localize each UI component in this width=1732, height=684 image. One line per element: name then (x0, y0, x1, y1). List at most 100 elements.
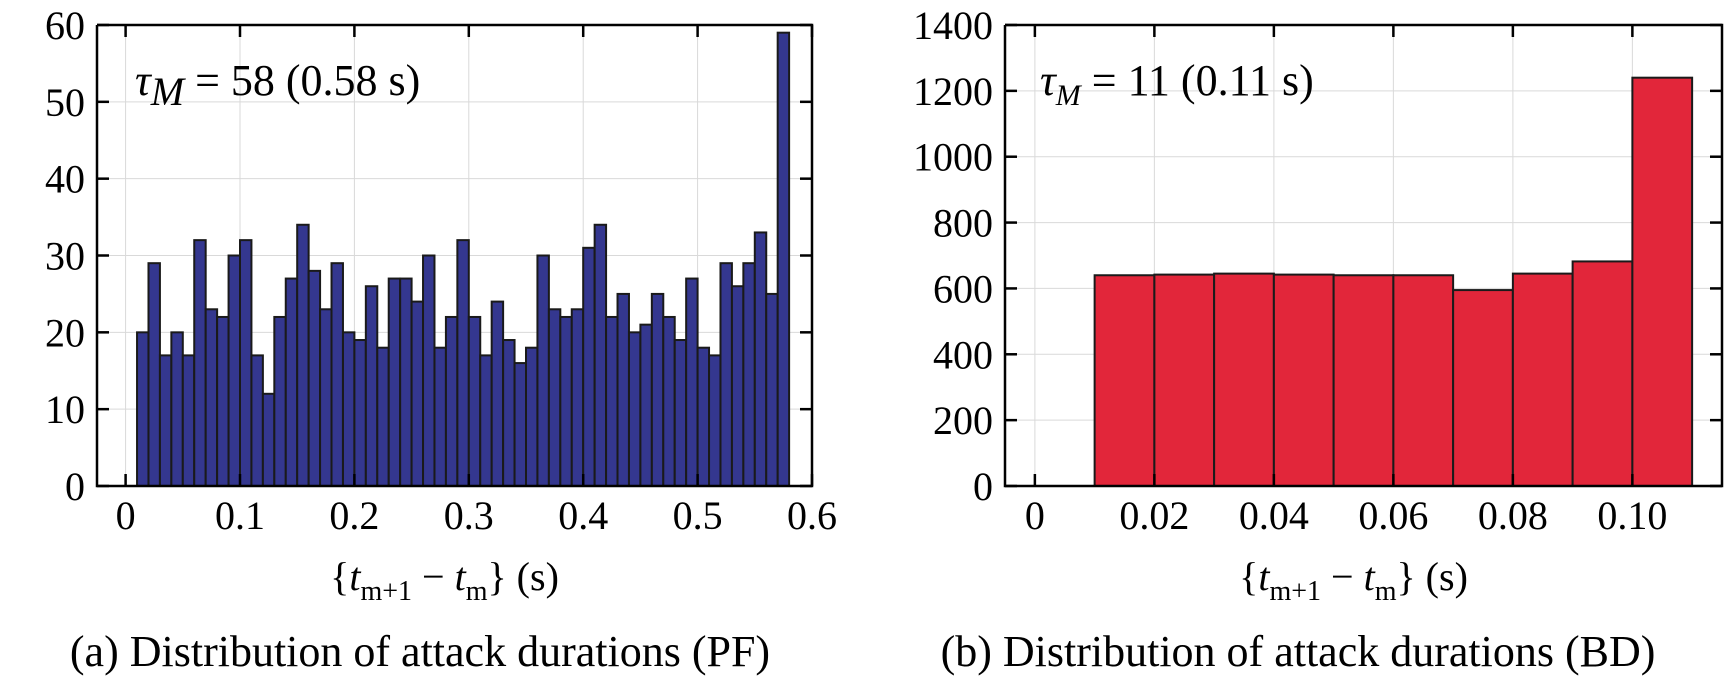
xlabel-t1-pf: t (349, 554, 361, 599)
bar (627, 331, 642, 488)
bar (387, 277, 402, 487)
y-tick-label: 60 (45, 3, 85, 48)
xlabel-sub2-pf: m (466, 576, 488, 607)
x-tick-label: 0 (116, 493, 136, 538)
bar (753, 231, 768, 487)
bar (1093, 274, 1156, 487)
x-tick-label: 0.02 (1119, 493, 1189, 538)
x-tick-label: 0.08 (1478, 493, 1548, 538)
bars-pf (125, 31, 791, 488)
bar (673, 339, 688, 487)
bar (582, 246, 596, 487)
x-tick-label: 0.4 (558, 493, 608, 538)
y-tick-label: 30 (45, 234, 85, 279)
bar (422, 254, 436, 487)
bar (239, 239, 253, 487)
xlabel-minus-pf: − (412, 554, 455, 599)
y-tick-label: 50 (45, 80, 85, 125)
bar (719, 262, 733, 487)
xlabel-close-pf: } (s) (487, 554, 558, 599)
ytick-labels-bd: 0 200 400 600 800 1000 1200 1400 (913, 3, 993, 509)
xlabel-sub1-pf: m+1 (360, 576, 412, 607)
y-tick-label: 400 (933, 332, 993, 377)
bar (376, 346, 390, 488)
bar (307, 269, 322, 487)
bar (284, 277, 299, 487)
y-tick-label: 1200 (913, 69, 993, 114)
annotation-bd: τM = 11 (0.11 s) (1040, 56, 1314, 112)
y-tick-label: 600 (933, 266, 993, 311)
xlabel-close-bd: } (s) (1396, 554, 1467, 599)
caption-pf: (a) Distribution of attack durations (PF… (70, 627, 770, 676)
xlabel-open-pf: { (330, 554, 349, 599)
bar (1571, 260, 1634, 488)
bar (605, 315, 619, 488)
bar (502, 339, 516, 487)
x-tick-label: 0.2 (329, 493, 379, 538)
bar (467, 315, 482, 488)
bar (1511, 272, 1574, 487)
y-tick-label: 0 (65, 464, 85, 509)
bars-bd (1034, 76, 1694, 488)
x-tick-label: 0.3 (444, 493, 494, 538)
bar (444, 315, 459, 488)
bar (742, 262, 756, 487)
xlabel-t2-pf: t (455, 554, 467, 599)
x-tick-label: 0 (1025, 493, 1045, 538)
bar (204, 308, 219, 487)
bar (559, 315, 573, 488)
caption-bd: (b) Distribution of attack durations (BD… (941, 627, 1656, 676)
annotation-text-pf: = 58 (0.58 s) (184, 56, 420, 105)
xtick-labels-bd: 0 0.02 0.04 0.06 0.08 0.10 (1025, 493, 1668, 538)
bar (364, 285, 379, 487)
bar (261, 392, 276, 487)
bar (319, 308, 333, 487)
annotation-pf: τM = 58 (0.58 s) (135, 56, 420, 114)
bar (193, 239, 207, 487)
x-tick-label: 0.04 (1239, 493, 1309, 538)
y-tick-label: 10 (45, 387, 85, 432)
annotation-subscript-bd: M (1055, 79, 1083, 112)
bar (341, 331, 356, 488)
xlabel-pf: {tm+1 − tm} (s) (330, 554, 559, 607)
bar (410, 300, 425, 487)
annotation-subscript-pf: M (150, 69, 187, 114)
bar (136, 331, 150, 488)
bar (525, 346, 539, 488)
bar (1452, 289, 1514, 488)
bar (216, 315, 230, 488)
bar (181, 354, 196, 487)
bar (1392, 274, 1455, 487)
annotation-text-bd: = 11 (0.11 s) (1081, 56, 1314, 105)
xlabel-open-bd: { (1239, 554, 1258, 599)
xlabel-bd: {tm+1 − tm} (s) (1239, 554, 1468, 607)
bar (330, 262, 344, 487)
bar (616, 292, 630, 487)
bar (490, 300, 505, 487)
x-tick-label: 0.5 (673, 493, 723, 538)
bar (708, 354, 722, 487)
bar (1153, 273, 1216, 487)
bar (547, 308, 562, 487)
bar (399, 277, 413, 487)
bar (765, 292, 779, 487)
annotation-symbol-bd: τ (1040, 56, 1058, 105)
x-tick-label: 0.1 (215, 493, 265, 538)
xlabel-t2-bd: t (1364, 554, 1376, 599)
y-tick-label: 200 (933, 398, 993, 443)
y-tick-label: 0 (973, 464, 993, 509)
bar (696, 346, 711, 488)
bar (1631, 76, 1694, 488)
bar (593, 223, 608, 487)
bar (433, 346, 447, 488)
xlabel-sub2-bd: m (1375, 576, 1397, 607)
bar (730, 285, 745, 487)
panel-pf: 0 10 20 30 40 50 60 0 0.1 0.2 0.3 0.4 0.5 0.6 τM = 5… (45, 3, 837, 676)
bar (1332, 274, 1395, 487)
bar (650, 292, 665, 487)
x-tick-label: 0.6 (787, 493, 837, 538)
bar (639, 323, 653, 487)
xlabel-minus-bd: − (1321, 554, 1364, 599)
bar (479, 354, 493, 487)
